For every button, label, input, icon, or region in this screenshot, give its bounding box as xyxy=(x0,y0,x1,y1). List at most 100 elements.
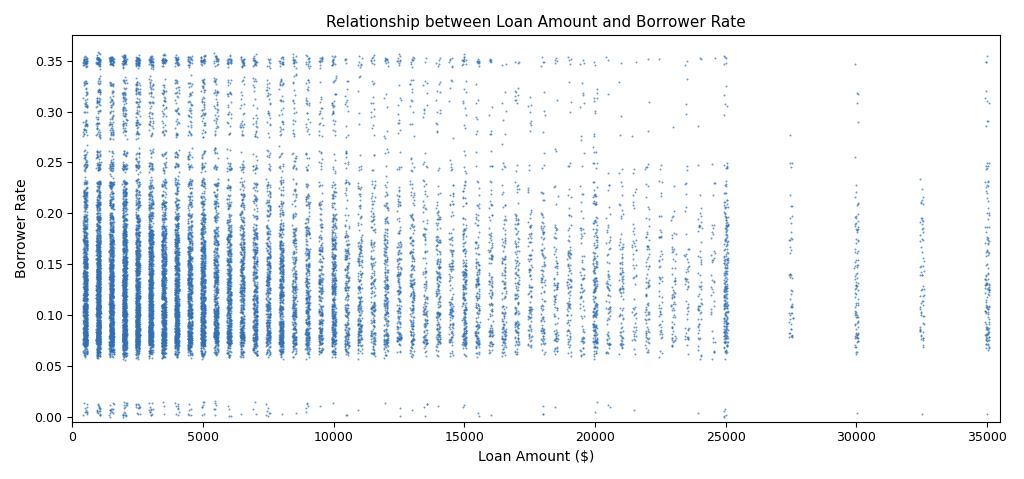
Point xyxy=(402,328,419,335)
Point xyxy=(196,98,212,105)
Point xyxy=(143,270,160,278)
Point xyxy=(234,318,251,326)
Point xyxy=(144,284,161,292)
Point xyxy=(194,197,210,205)
Point xyxy=(103,184,120,192)
Point xyxy=(195,134,211,141)
Point xyxy=(171,316,187,324)
Point xyxy=(155,55,171,63)
Point xyxy=(247,259,263,267)
Point xyxy=(169,237,185,245)
Point xyxy=(142,213,159,220)
Point xyxy=(220,343,237,351)
Point xyxy=(220,332,237,340)
Point xyxy=(118,188,134,196)
Point xyxy=(326,325,342,333)
Point xyxy=(390,270,407,277)
Point xyxy=(377,225,393,233)
Point xyxy=(194,299,210,307)
Point xyxy=(128,334,144,342)
Point xyxy=(156,311,172,319)
Point xyxy=(79,322,95,330)
Point xyxy=(103,228,120,236)
Point xyxy=(104,253,121,261)
Point xyxy=(155,283,171,290)
Point xyxy=(222,325,239,332)
Point xyxy=(508,250,524,257)
Point xyxy=(143,223,160,230)
Point xyxy=(285,277,301,285)
Point xyxy=(183,319,200,326)
Point xyxy=(155,331,171,338)
Point xyxy=(183,309,200,317)
Point xyxy=(91,186,108,194)
Point xyxy=(78,79,94,87)
Point xyxy=(156,270,172,277)
Point xyxy=(429,325,445,332)
Point xyxy=(389,306,406,314)
Point xyxy=(260,110,276,117)
Point xyxy=(390,308,407,315)
Point xyxy=(718,213,734,220)
Point xyxy=(105,218,122,226)
Point xyxy=(157,314,173,321)
Point xyxy=(209,289,225,297)
Point xyxy=(207,148,223,155)
Point xyxy=(561,328,578,335)
Point xyxy=(79,80,95,87)
Point xyxy=(115,305,131,312)
Point xyxy=(182,279,199,287)
Point xyxy=(104,311,121,319)
Point xyxy=(131,330,147,337)
Point xyxy=(210,175,226,183)
Point xyxy=(560,289,577,297)
Point xyxy=(77,303,93,311)
Point xyxy=(116,316,132,324)
Point xyxy=(327,254,343,262)
Point xyxy=(117,258,133,266)
Point xyxy=(88,270,104,278)
Point xyxy=(102,342,119,350)
Point xyxy=(89,321,105,329)
Point xyxy=(651,257,668,264)
Point xyxy=(286,321,302,329)
Point xyxy=(692,223,709,230)
Point xyxy=(301,200,317,207)
Point xyxy=(103,203,120,210)
Point xyxy=(210,278,226,286)
Point xyxy=(104,227,121,235)
Point xyxy=(182,289,199,297)
Point xyxy=(157,288,173,296)
Point xyxy=(404,253,421,261)
Point xyxy=(129,346,145,354)
Point xyxy=(169,307,185,315)
Point xyxy=(428,245,444,252)
Point xyxy=(79,303,95,310)
Point xyxy=(782,296,799,303)
Point xyxy=(90,331,106,339)
Point xyxy=(273,277,290,285)
Point xyxy=(364,262,380,270)
Point xyxy=(249,123,265,131)
Point xyxy=(523,275,540,283)
Point xyxy=(260,96,276,103)
Point xyxy=(169,237,185,244)
Point xyxy=(523,246,540,253)
Point xyxy=(247,254,263,262)
Point xyxy=(91,333,108,341)
Point xyxy=(196,238,212,246)
Point xyxy=(288,339,304,347)
Point xyxy=(403,237,420,245)
Point xyxy=(221,275,238,283)
Point xyxy=(168,190,184,198)
Point xyxy=(116,283,132,290)
Point xyxy=(170,297,186,304)
Point xyxy=(195,326,211,334)
Point xyxy=(183,275,200,283)
Point xyxy=(210,286,226,294)
Point xyxy=(379,284,395,291)
Point xyxy=(79,246,95,253)
Point xyxy=(116,286,132,294)
Point xyxy=(180,329,197,337)
Point xyxy=(141,292,158,300)
